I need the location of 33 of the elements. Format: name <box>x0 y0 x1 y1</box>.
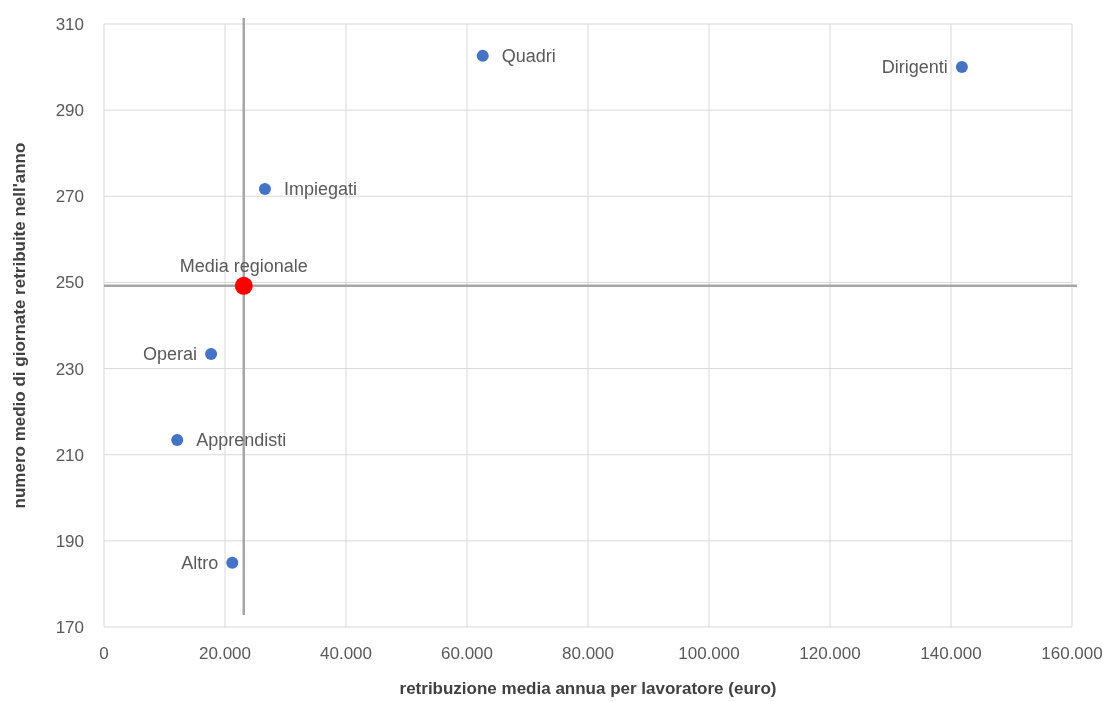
y-tick-label: 310 <box>55 15 84 34</box>
y-tick-label: 230 <box>55 359 84 379</box>
x-tick-label: 140.000 <box>920 644 982 663</box>
x-tick-label: 60.000 <box>441 644 493 663</box>
x-tick-label: 120.000 <box>799 644 861 663</box>
annotation: Operai <box>143 343 198 364</box>
annotation: Media regionale <box>179 255 308 276</box>
x-tick-label: 40.000 <box>320 644 372 663</box>
y-tick-label: 290 <box>55 101 84 121</box>
point <box>258 182 271 195</box>
point <box>226 556 239 569</box>
x-tick-label: 20.000 <box>199 644 251 663</box>
y-tick-label: 170 <box>55 618 84 637</box>
x-tick-label: 100.000 <box>678 644 740 663</box>
annotation: Impiegati <box>283 178 357 199</box>
annotation: Altro <box>181 552 219 573</box>
point <box>476 49 489 62</box>
y-tick-label: 190 <box>55 531 84 551</box>
y-tick-label: 250 <box>55 273 84 293</box>
x-tick-label: 0 <box>99 644 109 663</box>
point <box>171 434 184 447</box>
annotation: Apprendisti <box>196 430 287 451</box>
y-tick-label: 210 <box>55 445 84 465</box>
point <box>205 347 218 360</box>
x-tick-label: 160.000 <box>1041 644 1103 663</box>
x-tick-label: 80.000 <box>562 644 614 663</box>
x-axis-title: retribuzione media annua per lavoratore (euro) <box>399 679 777 698</box>
annotation: Dirigenti <box>881 57 948 78</box>
y-tick-label: 270 <box>55 187 84 207</box>
annotation: Quadri <box>501 45 556 66</box>
point <box>234 276 253 295</box>
y-axis-title: numero medio di giornate retribuite nell'anno <box>10 142 29 509</box>
point <box>955 61 968 74</box>
